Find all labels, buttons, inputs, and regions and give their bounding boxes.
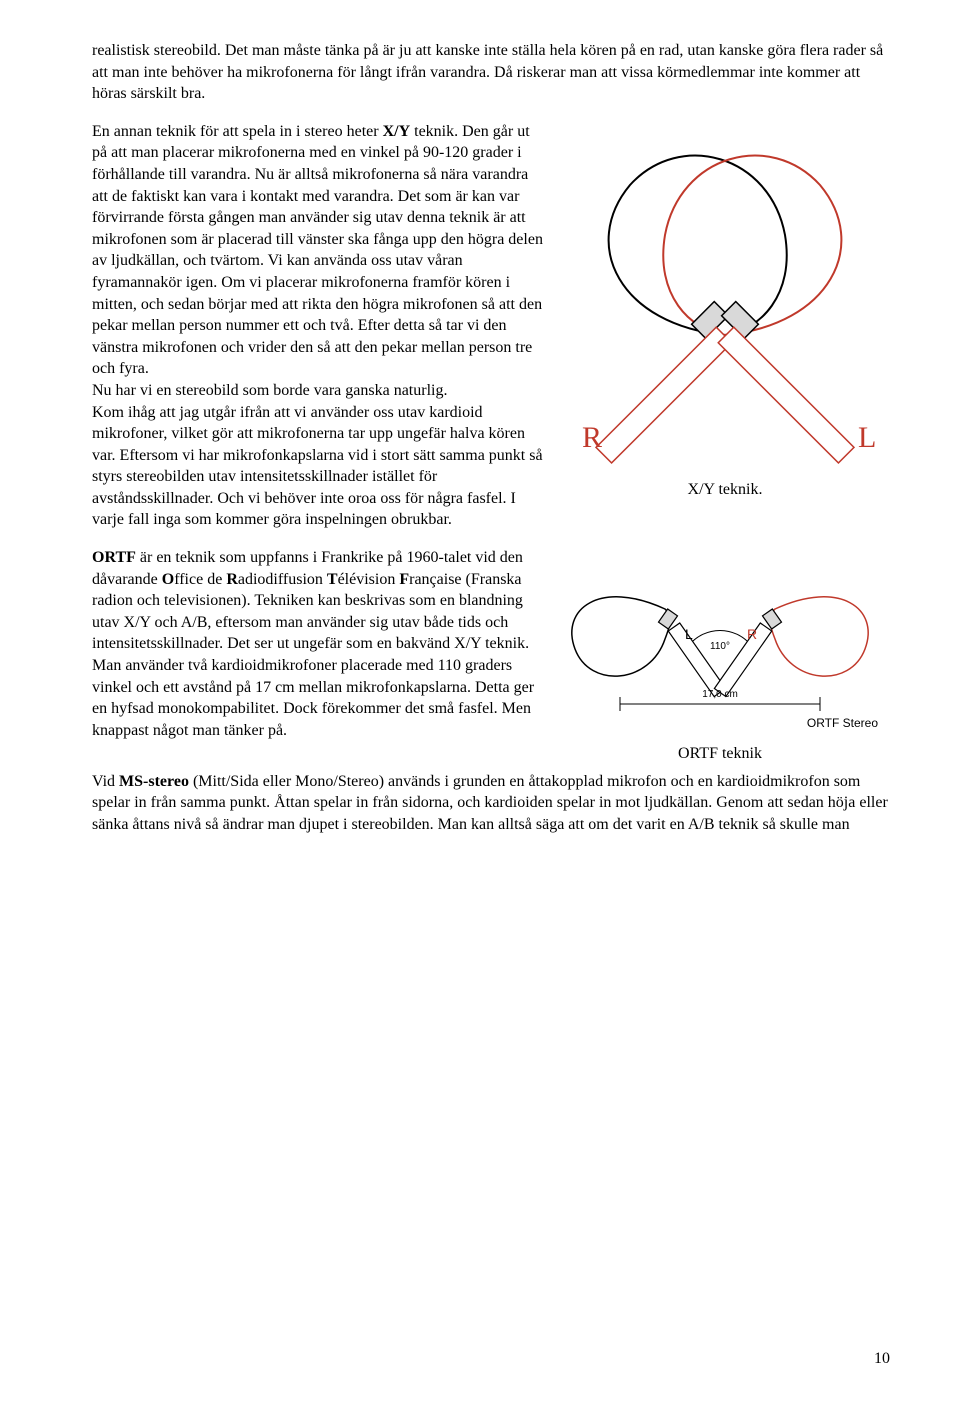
xy-caption: X/Y teknik.	[560, 479, 890, 501]
p3-f: T	[327, 571, 338, 588]
p2-mid: teknik. Den går ut på att man placerar m…	[92, 123, 543, 378]
p4-bold-ms: MS-stereo	[119, 773, 189, 790]
p3-d: R	[226, 571, 238, 588]
p2-afterfig: Nu har vi en stereobild som borde vara g…	[92, 382, 447, 399]
xy-cardioid-black	[609, 155, 787, 334]
xy-label-right: L	[858, 421, 876, 454]
ortf-label-right: R	[747, 626, 757, 642]
p3-e: adiodiffusion	[238, 571, 327, 588]
ortf-stereo-text: ORTF Stereo	[807, 716, 878, 730]
ortf-distance-text: 17,0 cm	[702, 689, 738, 700]
paragraph-4: Vid MS-stereo (Mitt/Sida eller Mono/Ster…	[92, 771, 890, 836]
ortf-cardioid-right	[770, 597, 868, 676]
xy-label-left: R	[582, 421, 602, 454]
ortf-label-left: L	[685, 626, 693, 642]
p3-bold-ortf: ORTF	[92, 549, 136, 566]
paragraph-1: realistisk stereobild. Det man måste tän…	[92, 40, 890, 105]
p4-b: (Mitt/Sida eller Mono/Stereo) används i …	[92, 773, 888, 833]
figure-xy: R L X/Y teknik.	[560, 125, 890, 501]
p2-tail: Kom ihåg att jag utgår ifrån att vi anvä…	[92, 404, 543, 529]
xy-body-right	[718, 327, 854, 463]
figure-ortf: 110° L R 17,0 cm ORTF Stereo	[550, 549, 890, 765]
ortf-angle-text: 110°	[710, 641, 730, 652]
p3-i: rançaise (Franska radion och televisione…	[92, 571, 534, 739]
p3-c: ffice de	[174, 571, 226, 588]
ortf-diagram: 110° L R 17,0 cm ORTF Stereo	[550, 549, 890, 739]
p4-a: Vid	[92, 773, 119, 790]
xy-body-left	[596, 327, 732, 463]
document-page: realistisk stereobild. Det man måste tän…	[0, 0, 960, 1414]
paragraph-3-block: 110° L R 17,0 cm ORTF Stereo	[92, 547, 890, 771]
paragraph-2-block: R L X/Y teknik. En annan teknik för att …	[92, 121, 890, 547]
p3-h: F	[399, 571, 409, 588]
xy-cardioid-red	[663, 155, 841, 334]
ortf-body-right	[714, 623, 771, 697]
xy-diagram: R L	[560, 125, 890, 475]
page-number: 10	[874, 1348, 890, 1370]
p3-g: élévision	[338, 571, 400, 588]
p2-pre: En annan teknik för att spela in i stere…	[92, 123, 383, 140]
ortf-caption: ORTF teknik	[550, 743, 890, 765]
p2-bold-xy: X/Y	[383, 123, 411, 140]
ortf-cardioid-left	[572, 597, 670, 676]
p3-b: O	[162, 571, 174, 588]
